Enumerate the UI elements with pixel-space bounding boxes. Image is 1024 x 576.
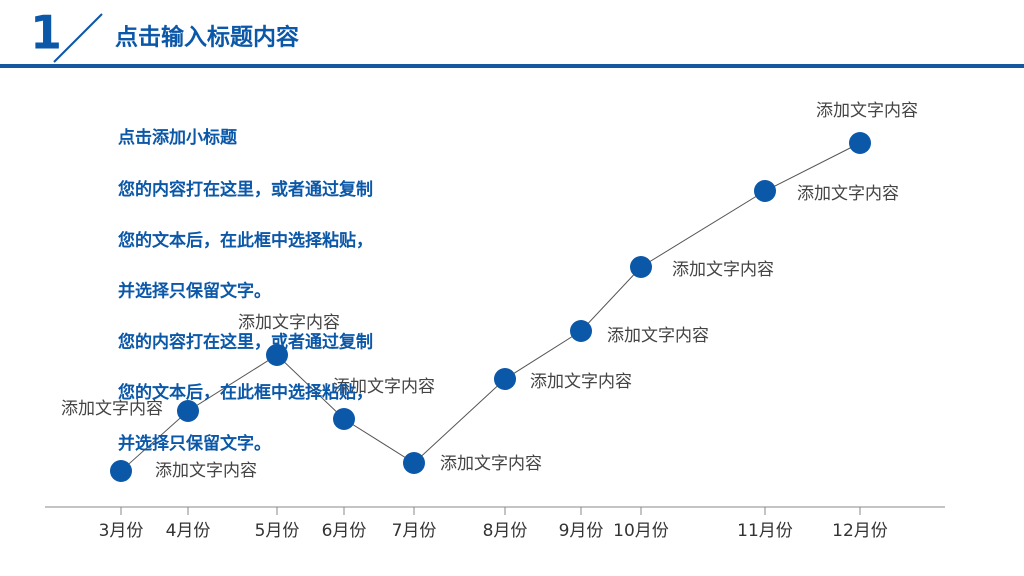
data-point: [494, 368, 516, 390]
text-line: 并选择只保留文字。: [118, 281, 271, 302]
chart: 3月份 4月份 5月份 6月份 7月份 8月份 9月份 10月份 11月份 12月份添加文字内容添…: [45, 101, 945, 541]
data-line: [120, 142, 861, 472]
point-label: 添加文字内容: [155, 461, 257, 481]
slide-number: 1: [30, 6, 62, 60]
x-tick-label: 9月份: [559, 521, 604, 541]
point-label: 添加文字内容: [816, 101, 918, 121]
text-line: 您的文本后，在此框中选择粘贴，: [118, 382, 373, 403]
data-point: [754, 180, 776, 202]
x-tick-label: 8月份: [483, 521, 528, 541]
slash: [53, 13, 103, 63]
text-line: 您的内容打在这里，或者通过复制: [118, 331, 373, 352]
point-label: 添加文字内容: [61, 399, 163, 419]
x-tick-label: 4月份: [166, 521, 211, 541]
point-label: 添加文字内容: [333, 377, 435, 397]
data-point: [266, 344, 288, 366]
point-label: 添加文字内容: [440, 454, 542, 474]
point-label: 添加文字内容: [238, 313, 340, 333]
data-point: [333, 408, 355, 430]
point-label: 添加文字内容: [530, 372, 632, 392]
text-line: 您的内容打在这里，或者通过复制: [118, 179, 373, 200]
data-point: [177, 400, 199, 422]
x-tick-label: 7月份: [392, 521, 437, 541]
point-label: 添加文字内容: [797, 184, 899, 204]
data-point: [630, 256, 652, 278]
subheading: 点击添加小标题: [118, 127, 238, 148]
x-tick-label: 3月份: [99, 521, 144, 541]
x-tick-label: 11月份: [737, 521, 793, 541]
text-block: 您的内容打在这里，或者通过复制您的文本后，在此框中选择粘贴，并选择只保留文字。您…: [118, 179, 373, 454]
data-point: [110, 460, 132, 482]
point-label: 添加文字内容: [607, 326, 709, 346]
x-tick-label: 10月份: [613, 521, 669, 541]
header-rule: [0, 64, 1024, 68]
point-label: 添加文字内容: [672, 260, 774, 280]
slide-title: 点击输入标题内容: [115, 24, 299, 51]
data-point: [849, 132, 871, 154]
text-line: 您的文本后，在此框中选择粘贴，: [118, 230, 373, 251]
data-point: [403, 452, 425, 474]
x-tick-label: 6月份: [322, 521, 367, 541]
x-tick-label: 5月份: [255, 521, 300, 541]
data-point: [570, 320, 592, 342]
x-tick-label: 12月份: [832, 521, 888, 541]
text-line: 并选择只保留文字。: [118, 433, 271, 454]
